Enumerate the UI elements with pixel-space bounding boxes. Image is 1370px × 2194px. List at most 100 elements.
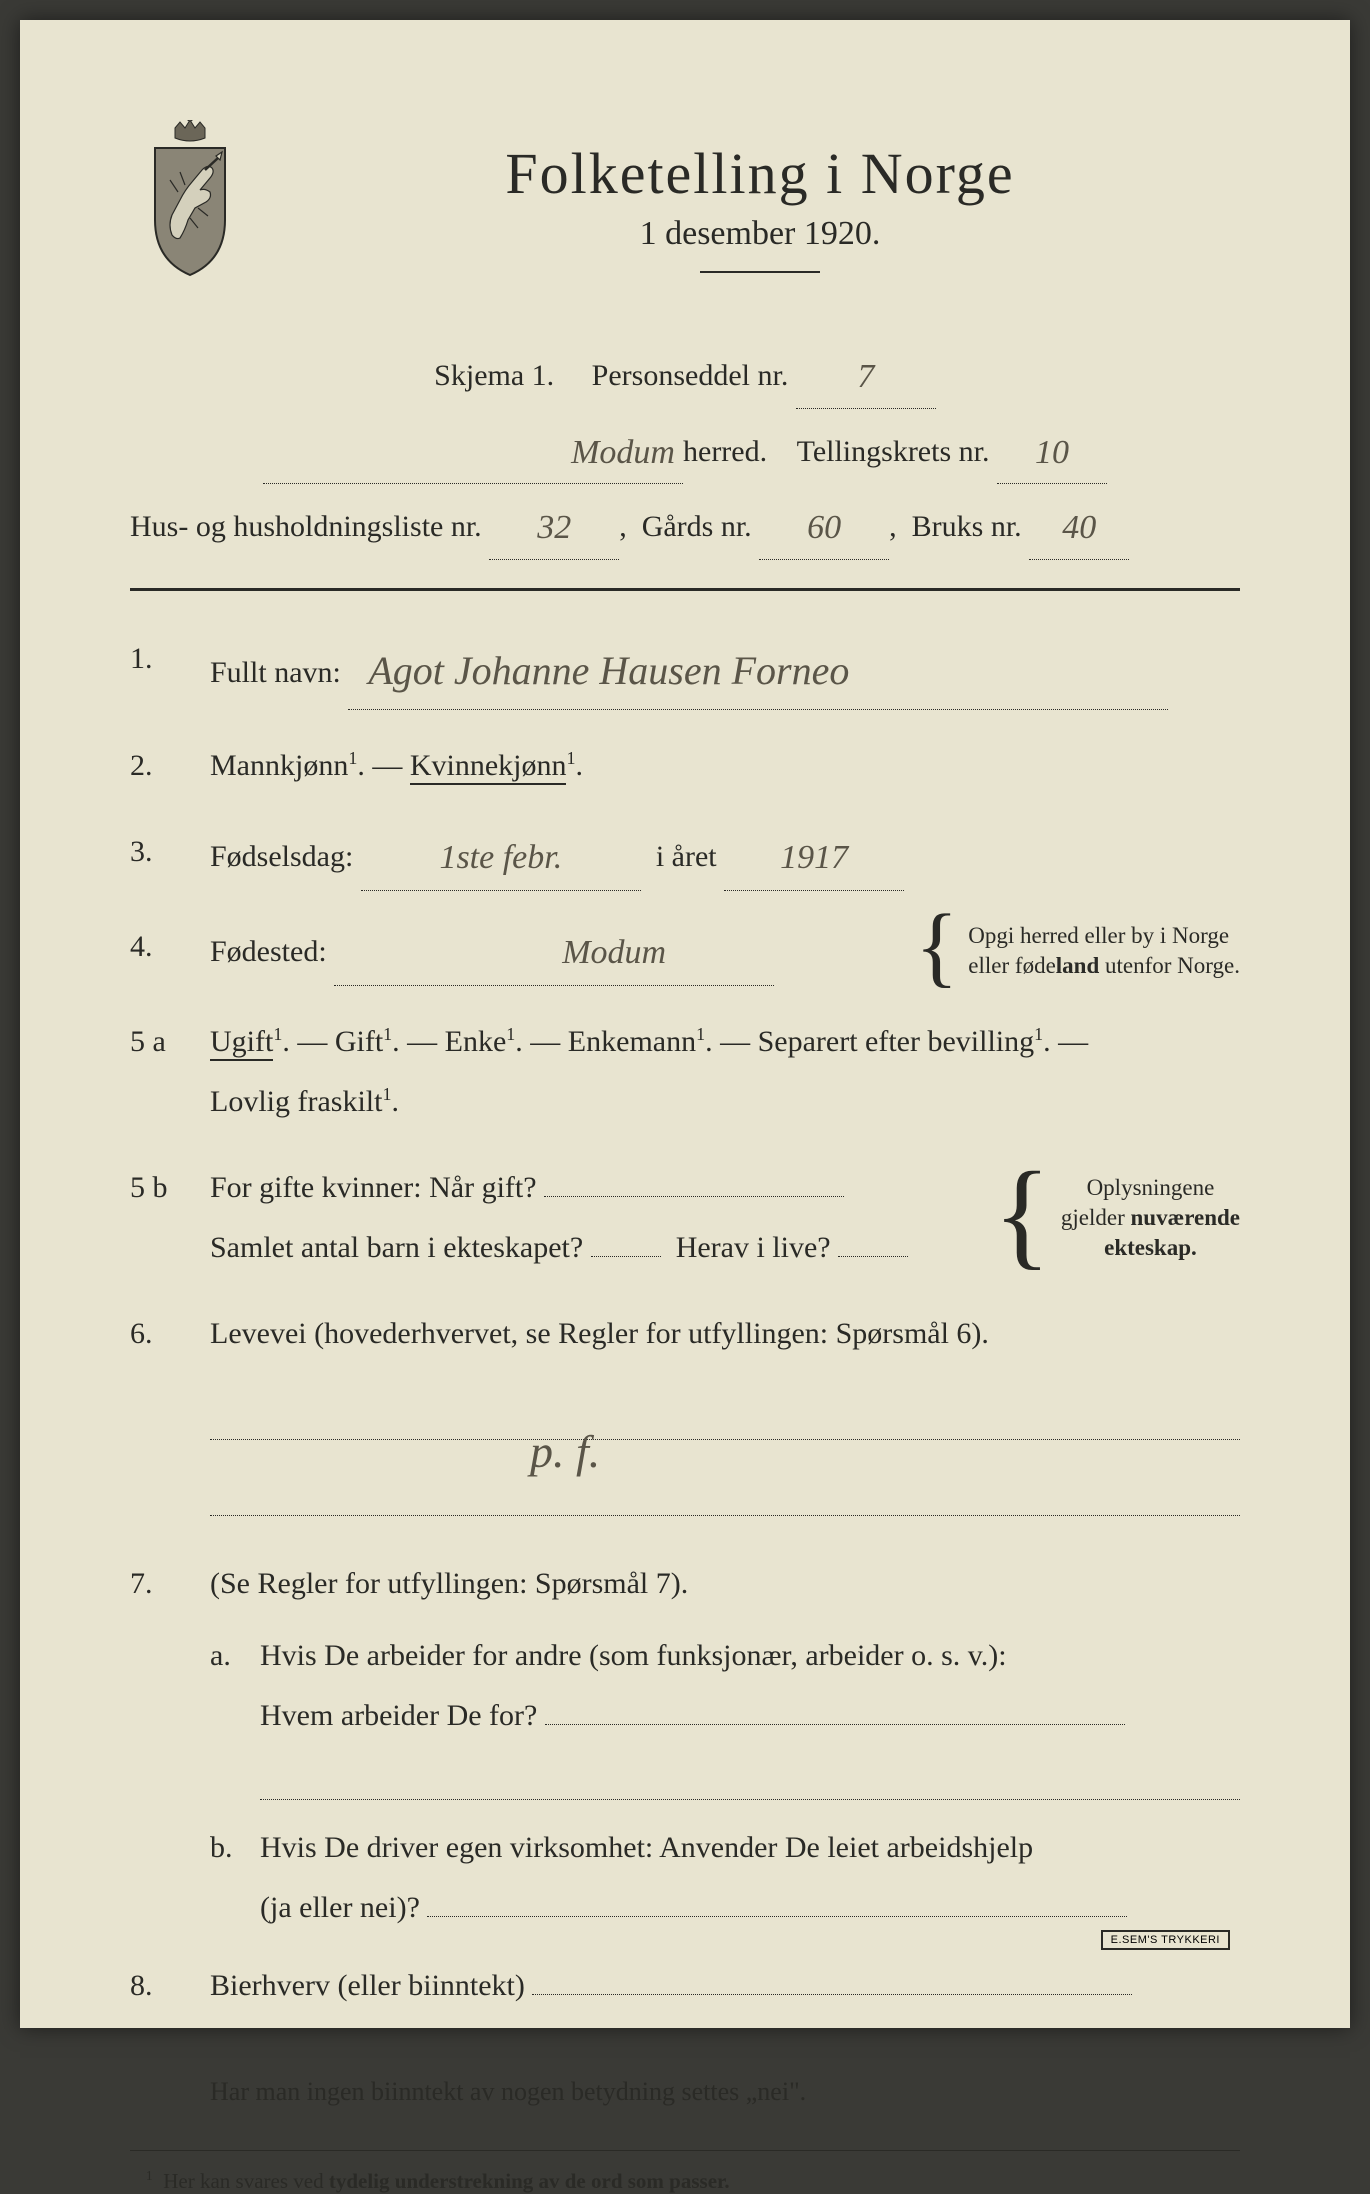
q4-note-1: Opgi herred eller by i Norge (968, 923, 1229, 948)
footnote-num: 1 (146, 2169, 153, 2184)
q8-body: Bierhverv (eller biinntekt) Har man inge… (210, 1956, 1240, 2118)
q1-value: Agot Johanne Hausen Forneo (348, 648, 849, 693)
q7a-field (545, 1724, 1125, 1725)
q1-field: Agot Johanne Hausen Forneo (348, 629, 1168, 710)
q8: 8. Bierhverv (eller biinntekt) Har man i… (130, 1956, 1240, 2118)
q7b-body: Hvis De driver egen virksomhet: Anvender… (260, 1818, 1240, 1938)
q3-label: Fødselsdag: (210, 840, 353, 873)
printer-stamp: E.SEM'S TRYKKERI (1101, 1930, 1230, 1950)
q7a: a. Hvis De arbeider for andre (som funks… (210, 1626, 1240, 1800)
q1: 1. Fullt navn: Agot Johanne Hausen Forne… (130, 629, 1240, 710)
q4-value: Modum (442, 934, 666, 971)
q4-field: Modum (334, 917, 774, 986)
q6-label: Levevei (hovederhvervet, se Regler for u… (210, 1317, 989, 1350)
footnote-text: Her kan svares ved tydelig understreknin… (163, 2169, 729, 2193)
q5b-note: Oplysningene gjelder nuværende ekteskap. (1061, 1173, 1240, 1263)
main-title: Folketelling i Norge (280, 140, 1240, 207)
divider-thick (130, 588, 1240, 591)
q6: 6. Levevei (hovederhvervet, se Regler fo… (130, 1304, 1240, 1544)
sub-title: 1 desember 1920. (280, 215, 1240, 253)
bruks-value: 40 (1062, 509, 1096, 546)
q7b-line1: Hvis De driver egen virksomhet: Anvender… (260, 1831, 1033, 1864)
q3-body: Fødselsdag: 1ste febr. i året 1917 (210, 822, 1240, 891)
q5b-gift-field (544, 1196, 844, 1197)
personseddel-label: Personseddel nr. (592, 359, 789, 392)
header-block: Folketelling i Norge 1 desember 1920. (130, 140, 1240, 303)
q6-field-1: p. f. (210, 1392, 1240, 1440)
q7b-field (427, 1916, 1127, 1917)
q7a-body: Hvis De arbeider for andre (som funksjon… (260, 1626, 1240, 1800)
q6-body: Levevei (hovederhvervet, se Regler for u… (210, 1304, 1240, 1544)
q5a-separert: Separert efter bevilling (758, 1025, 1035, 1058)
q5a-body: Ugift1. — Gift1. — Enke1. — Enkemann1. —… (210, 1012, 1240, 1132)
q8-label: Bierhverv (eller biinntekt) (210, 1969, 525, 2002)
q1-num: 1. (130, 629, 210, 710)
line-herred: Modumherred. Tellingskrets nr. 10 (130, 419, 1240, 485)
q6-num: 6. (130, 1304, 210, 1544)
herred-value: Modum (571, 434, 675, 471)
q3-num: 3. (130, 822, 210, 891)
q7a-line1: Hvis De arbeider for andre (som funksjon… (260, 1639, 1007, 1672)
q1-label: Fullt navn: (210, 656, 341, 689)
q7b-letter: b. (210, 1818, 260, 1938)
footnote: 1 Her kan svares ved tydelig understrekn… (130, 2169, 1240, 2194)
q5b-body: For gifte kvinner: Når gift? Samlet anta… (210, 1158, 1240, 1278)
q3-day-field: 1ste febr. (361, 822, 641, 891)
q1-body: Fullt navn: Agot Johanne Hausen Forneo (210, 629, 1240, 710)
q3-year-label: i året (656, 840, 717, 873)
q2-mann: Mannkjønn (210, 749, 348, 782)
q5a-enke: Enke (445, 1025, 507, 1058)
q3-year-field: 1917 (724, 822, 904, 891)
q5b-line2b: Herav i live? (676, 1231, 831, 1264)
q4-note-2: eller fødeland utenfor Norge. (968, 953, 1240, 978)
q8-num: 8. (130, 1956, 210, 2118)
q8-note: Har man ingen biinntekt av nogen betydni… (210, 2066, 1240, 2118)
q4: 4. Fødested: Modum { Opgi herred eller b… (130, 917, 1240, 986)
gards-field: 60 (759, 494, 889, 560)
coat-of-arms-icon (130, 120, 250, 280)
q5b-note-2: gjelder nuværende (1061, 1205, 1240, 1230)
husliste-value: 32 (537, 509, 571, 546)
census-form-page: Folketelling i Norge 1 desember 1920. Sk… (20, 20, 1350, 2028)
q5a-fraskilt: Lovlig fraskilt (210, 1085, 382, 1118)
title-rule (700, 271, 820, 273)
q7b-line2: (ja eller nei)? (260, 1891, 420, 1924)
q5b-line2a: Samlet antal barn i ekteskapet? (210, 1231, 583, 1264)
gards-value: 60 (807, 509, 841, 546)
tellingskrets-field: 10 (997, 419, 1107, 485)
gards-label: Gårds nr. (642, 510, 752, 543)
q5b-barn-field (591, 1256, 661, 1257)
q2-num: 2. (130, 736, 210, 796)
q5b-num: 5 b (130, 1158, 210, 1278)
skjema-label: Skjema 1. (434, 359, 554, 392)
line-skjema: Skjema 1. Personseddel nr. 7 (130, 343, 1240, 409)
q4-body: Fødested: Modum { Opgi herred eller by i… (210, 917, 1240, 986)
title-block: Folketelling i Norge 1 desember 1920. (280, 140, 1240, 303)
bruks-field: 40 (1029, 494, 1129, 560)
q7-intro: (Se Regler for utfyllingen: Spørsmål 7). (210, 1554, 1240, 1614)
q7-num: 7. (130, 1554, 210, 1614)
q2: 2. Mannkjønn1. — Kvinnekjønn1. (130, 736, 1240, 796)
q3: 3. Fødselsdag: 1ste febr. i året 1917 (130, 822, 1240, 891)
q5b-live-field (838, 1256, 908, 1257)
q5a-gift: Gift (335, 1025, 383, 1058)
divider-thin (130, 2150, 1240, 2152)
q7a-line2: Hvem arbeider De for? (260, 1699, 537, 1732)
q5a-ugift: Ugift (210, 1025, 273, 1061)
q7b: b. Hvis De driver egen virksomhet: Anven… (210, 1818, 1240, 1938)
q3-year-value: 1917 (780, 839, 848, 876)
tellingskrets-value: 10 (1035, 434, 1069, 471)
q6-field-2 (210, 1468, 1240, 1516)
q7: 7. (Se Regler for utfyllingen: Spørsmål … (130, 1554, 1240, 1614)
q5b: 5 b For gifte kvinner: Når gift? Samlet … (130, 1158, 1240, 1278)
q5b-line1: For gifte kvinner: Når gift? (210, 1171, 537, 1204)
q5b-note-3: ekteskap. (1104, 1235, 1197, 1260)
personseddel-value: 7 (857, 358, 874, 395)
q5a-num: 5 a (130, 1012, 210, 1132)
tellingskrets-label: Tellingskrets nr. (797, 435, 990, 468)
husliste-field: 32 (489, 494, 619, 560)
bruks-label: Bruks nr. (912, 510, 1022, 543)
herred-label: herred. (683, 435, 767, 468)
q2-body: Mannkjønn1. — Kvinnekjønn1. (210, 736, 1240, 796)
q5a-enkemann: Enkemann (568, 1025, 696, 1058)
